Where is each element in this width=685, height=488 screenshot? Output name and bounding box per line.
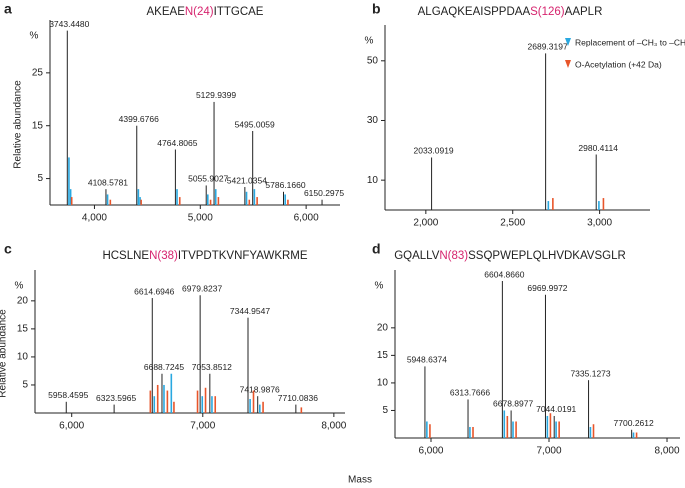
x-tick-label: 6,000	[418, 446, 443, 457]
y-axis-label: Relative abundance	[0, 309, 9, 398]
peak-label: 6678.8977	[493, 399, 533, 409]
title-part: S(126)	[530, 6, 565, 18]
peak-label: 5958.4595	[48, 390, 88, 400]
y-tick-label: 5	[37, 173, 43, 184]
x-tick-label: 5,000	[188, 213, 213, 224]
chart-title: HCSLNEN(38)ITVPDTKVNFYAWKRME	[102, 250, 307, 262]
x-tick-label: 6,000	[294, 213, 319, 224]
x-tick-label: 2,500	[500, 218, 525, 229]
panel-letter: d	[372, 241, 381, 257]
x-tick-label: 8,000	[321, 421, 346, 432]
x-tick-label: 4,000	[82, 213, 107, 224]
peak-label: 7344.9547	[230, 306, 270, 316]
peak-label: 2980.4114	[578, 143, 618, 153]
peak-label: 6614.6946	[134, 286, 174, 296]
y-tick-label: 20	[17, 295, 29, 306]
peak-label: 4399.6766	[119, 114, 159, 124]
peak-label: 6150.2975	[304, 188, 344, 198]
peak-label: 6979.8237	[182, 283, 222, 293]
y-tick-label: 5	[382, 405, 388, 416]
x-tick-label: 2,000	[413, 218, 438, 229]
peak-label: 4108.5781	[88, 177, 128, 187]
peak-label: 6323.5965	[96, 393, 136, 403]
peak-label: 6688.7245	[144, 362, 184, 372]
x-axis-label: Mass	[348, 475, 372, 486]
y-tick-label: 50	[367, 55, 379, 66]
peak-label: 3743.4480	[49, 19, 89, 29]
y-tick-label: 30	[367, 115, 379, 126]
peak-label: 5948.6374	[407, 355, 447, 365]
y-tick-label: 25	[32, 67, 44, 78]
y-tick-label: 10	[377, 378, 389, 389]
legend-swatch	[565, 60, 571, 68]
title-part: N(83)	[439, 250, 468, 262]
y-tick-label: 10	[367, 175, 379, 186]
legend-swatch	[565, 38, 571, 46]
peak-label: 7044.0191	[536, 404, 576, 414]
title-part: GQALLV	[394, 250, 439, 262]
legend-label: O-Acetylation (+42 Da)	[575, 59, 662, 69]
legend-label: Replacement of –CH₃ to –CH₂OH (+16 Da)	[575, 37, 685, 47]
title-part: ITVPDTKVNFYAWKRME	[178, 250, 308, 262]
title-part: ITTGCAE	[214, 6, 264, 18]
title-part: ALGAQKEAISPPDAA	[418, 6, 531, 18]
chart-title: GQALLVN(83)SSQPWEPLQLHVDKAVSGLR	[394, 250, 626, 262]
title-part: HCSLNE	[102, 250, 149, 262]
y-unit: %	[365, 36, 374, 47]
x-tick-label: 3,000	[587, 218, 612, 229]
y-tick-label: 5	[22, 380, 28, 391]
title-part: AAPLR	[565, 6, 603, 18]
peak-label: 6969.9972	[527, 283, 567, 293]
chart-title: AKEAEN(24)ITTGCAE	[147, 6, 264, 18]
x-tick-label: 8,000	[655, 446, 680, 457]
peak-label: 5495.0059	[235, 119, 275, 129]
y-tick-label: 15	[17, 324, 29, 335]
peak-label: 7418.9876	[240, 384, 280, 394]
y-tick-label: 10	[17, 352, 29, 363]
panel-letter: b	[372, 1, 381, 17]
peak-label: 7700.2612	[614, 418, 654, 428]
chart-title: ALGAQKEAISPPDAAS(126)AAPLR	[418, 6, 603, 18]
peak-label: 5129.9399	[196, 90, 236, 100]
y-unit: %	[30, 31, 39, 42]
peak-label: 7710.0836	[278, 393, 318, 403]
peak-label: 5786.1660	[265, 180, 305, 190]
peak-label: 7335.1273	[570, 368, 610, 378]
peak-label: 6604.8660	[484, 269, 524, 279]
y-tick-label: 20	[377, 322, 389, 333]
panel-letter: a	[4, 1, 12, 17]
peak-label: 5055.9027	[188, 174, 228, 184]
x-tick-label: 7,000	[536, 446, 561, 457]
peak-label: 6313.7666	[450, 388, 490, 398]
peak-label: 4764.8065	[157, 138, 197, 148]
title-part: N(24)	[185, 6, 214, 18]
panel-letter: c	[4, 241, 12, 257]
y-tick-label: 15	[32, 120, 44, 131]
title-part: N(38)	[149, 250, 178, 262]
x-tick-label: 7,000	[190, 421, 215, 432]
peak-label: 5421.0354	[227, 175, 267, 185]
peak-label: 2689.3197	[528, 42, 568, 52]
y-unit: %	[375, 281, 384, 292]
y-unit: %	[15, 281, 24, 292]
x-tick-label: 6,000	[59, 421, 84, 432]
peak-label: 7053.8512	[192, 362, 232, 372]
y-axis-label: Relative abundance	[13, 80, 24, 169]
title-part: AKEAE	[147, 6, 186, 18]
peak-label: 2033.0919	[413, 146, 453, 156]
title-part: SSQPWEPLQLHVDKAVSGLR	[468, 250, 626, 262]
y-tick-label: 15	[377, 350, 389, 361]
